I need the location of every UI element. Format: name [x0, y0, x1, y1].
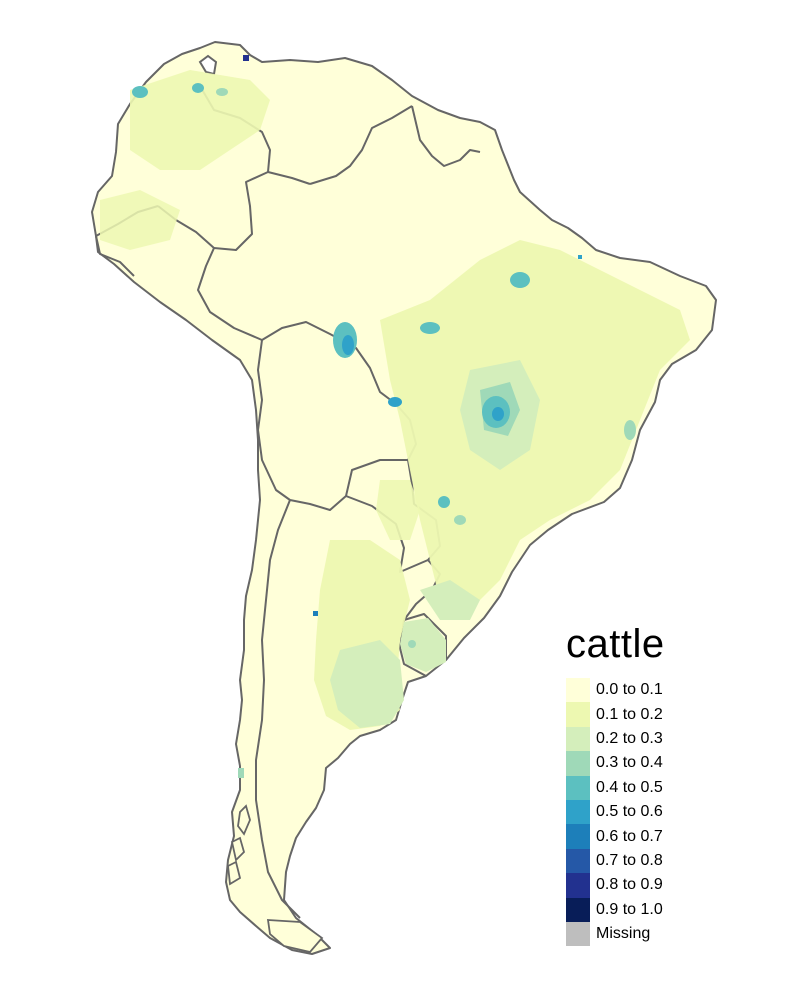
hotspot-patagonia: [238, 768, 244, 778]
island-group-1: [230, 836, 246, 862]
legend-item: 0.2 to 0.3: [566, 726, 766, 752]
island-tierra-del-fuego: [266, 919, 324, 953]
legend-item: 0.4 to 0.5: [566, 775, 766, 800]
legend-swatch: [566, 799, 590, 825]
hotspot-bahia: [578, 255, 582, 259]
hotspot-ms-south: [438, 496, 450, 508]
patch-uruguay: [400, 618, 446, 672]
border-bolivia-chile: [257, 339, 291, 501]
legend-label: 0.1 to 0.2: [596, 705, 663, 723]
legend-item: 0.0 to 0.1: [566, 678, 766, 703]
island-group-2: [227, 860, 242, 886]
legend-label: 0.6 to 0.7: [596, 827, 663, 845]
legend-items: 0.0 to 0.1 0.1 to 0.2 0.2 to 0.3 0.3 to 0.4…: [566, 678, 766, 947]
legend-item: 0.7 to 0.8: [566, 848, 766, 874]
island-chiloe: [237, 804, 251, 836]
patch-argentina-buenos-aires: [330, 640, 404, 728]
border-colombia-peru-brazil: [157, 205, 263, 341]
legend-label: 0.9 to 1.0: [596, 900, 663, 918]
hotspot-cordoba: [313, 611, 318, 616]
legend-swatch: [566, 751, 590, 776]
border-guyanas: [411, 105, 481, 167]
legend-swatch: [566, 678, 590, 703]
legend-swatch: [566, 824, 590, 849]
hotspot-goias-core: [492, 407, 504, 421]
legend-swatch: [566, 775, 590, 800]
legend-label: 0.2 to 0.3: [596, 729, 663, 747]
hotspot-caracas: [243, 55, 249, 61]
legend-swatch: [566, 702, 590, 727]
hotspot-rondonia-core: [342, 335, 354, 355]
value-patches: [100, 55, 690, 778]
archipelago: [227, 804, 324, 953]
border-venezuela-brazil: [309, 105, 413, 185]
legend-swatch: [566, 848, 590, 874]
legend-swatch: [566, 873, 590, 898]
legend-item: 0.9 to 1.0: [566, 897, 766, 922]
hotspot-uruguay-border: [408, 640, 416, 648]
legend-item: Missing: [566, 921, 766, 947]
legend-label: 0.0 to 0.1: [596, 681, 663, 699]
legend-swatch: [566, 897, 590, 922]
legend-label: 0.4 to 0.5: [596, 778, 663, 796]
legend-label: 0.5 to 0.6: [596, 803, 663, 821]
patch-paraguay-east: [376, 480, 420, 540]
hotspot-mato-grosso: [420, 322, 440, 334]
hotspot-brazil-east: [624, 420, 636, 440]
patch-rio-grande-do-sul: [420, 580, 480, 620]
legend-label: 0.3 to 0.4: [596, 754, 663, 772]
legend: cattle 0.0 to 0.1 0.1 to 0.2 0.2 to 0.3 0.3…: [566, 622, 766, 947]
maracaibo-lake: [198, 54, 218, 76]
legend-title: cattle: [566, 622, 665, 666]
legend-item: 0.5 to 0.6: [566, 799, 766, 825]
legend-item: 0.3 to 0.4: [566, 751, 766, 776]
patch-colombia-north: [130, 70, 270, 170]
legend-item: 0.1 to 0.2: [566, 702, 766, 727]
hotspot-colombia-b: [192, 83, 204, 93]
legend-item: 0.6 to 0.7: [566, 824, 766, 849]
legend-label: 0.7 to 0.8: [596, 851, 663, 869]
border-chile-argentina: [255, 499, 301, 919]
legend-swatch: [566, 726, 590, 752]
hotspot-colombia: [132, 86, 148, 98]
border-ecuador-peru: [95, 235, 135, 277]
hotspot-para: [510, 272, 530, 288]
legend-label: Missing: [596, 925, 651, 943]
hotspot-parana: [454, 515, 466, 525]
hotspot-mato-grosso-sul: [388, 397, 402, 407]
legend-swatch: [566, 921, 590, 947]
legend-label: 0.8 to 0.9: [596, 876, 663, 894]
border-colombia-brazil: [213, 171, 269, 251]
legend-item: 0.8 to 0.9: [566, 873, 766, 898]
hotspot-venezuela: [216, 88, 228, 96]
patch-colombia-south: [100, 190, 180, 250]
